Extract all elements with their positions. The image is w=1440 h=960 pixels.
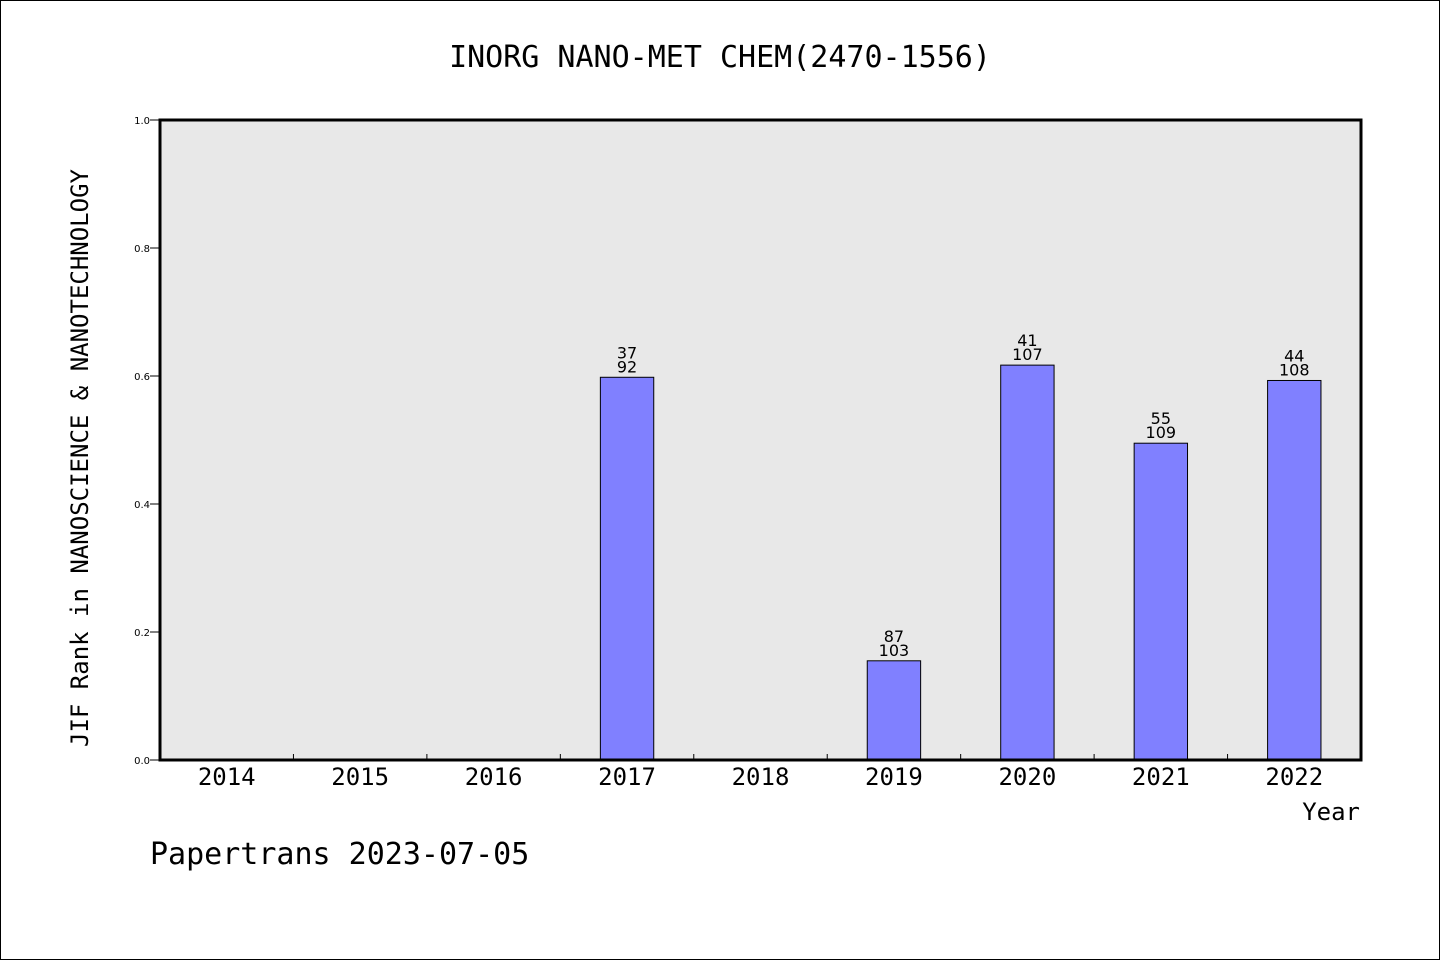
x-tick-label: 2014 xyxy=(198,763,256,791)
x-tick-label: 2018 xyxy=(732,763,790,791)
bar-rank-label: 41 xyxy=(1017,331,1037,350)
x-tick-label: 2019 xyxy=(865,763,923,791)
bar-rank-label: 87 xyxy=(884,627,904,646)
bar-2017 xyxy=(599,376,655,761)
bar-2022 xyxy=(1267,379,1322,761)
bar-total-label: 107 xyxy=(1012,345,1043,364)
y-tick-label: 1.0 xyxy=(134,116,150,127)
x-tick-label: 2021 xyxy=(1132,763,1190,791)
y-tick-label: 0.8 xyxy=(134,244,150,255)
y-axis: 0.0 0.2 0.4 0.6 0.8 1.0 xyxy=(134,116,160,767)
y-axis-label: JIF Rank in NANOSCIENCE & NANOTECHNOLOGY xyxy=(66,168,94,747)
x-tick-label: 2020 xyxy=(998,763,1056,791)
x-tick-label: 2015 xyxy=(331,763,389,791)
bars xyxy=(599,364,1322,761)
bar-rank-label: 37 xyxy=(617,343,637,362)
bar-total-label: 108 xyxy=(1279,360,1310,379)
y-tick-label: 0.2 xyxy=(134,628,150,639)
bar-total-label: 109 xyxy=(1146,423,1177,442)
footer-text: Papertrans 2023-07-05 xyxy=(150,837,529,872)
bar-2019 xyxy=(866,660,922,761)
y-tick-label: 0.0 xyxy=(134,756,150,767)
x-tick-label: 2017 xyxy=(598,763,656,791)
bar-rank-label: 44 xyxy=(1284,346,1304,365)
chart-title: INORG NANO-MET CHEM(2470-1556) xyxy=(449,40,991,75)
bar-rank-label: 55 xyxy=(1151,409,1171,428)
x-axis-label: Year xyxy=(1302,798,1360,826)
x-axis: 2014 2015 2016 2017 2018 2019 2020 2021 2022 xyxy=(198,754,1323,791)
x-tick-label: 2022 xyxy=(1265,763,1323,791)
x-tick-label: 2016 xyxy=(465,763,523,791)
bar-total-label: 92 xyxy=(617,357,637,376)
plot-border xyxy=(158,118,1363,762)
bar-total-label: 103 xyxy=(879,641,910,660)
bar-2021 xyxy=(1133,442,1189,761)
bar-2020 xyxy=(1000,364,1055,761)
y-tick-label: 0.6 xyxy=(134,372,150,383)
y-tick-label: 0.4 xyxy=(134,500,150,511)
